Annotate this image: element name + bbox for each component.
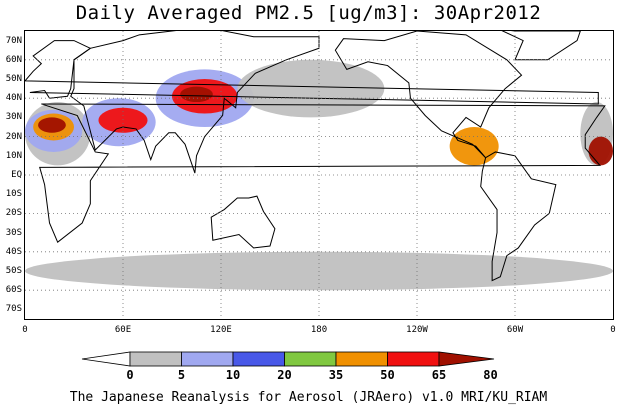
map-gridlines <box>25 31 613 319</box>
lon-tick-label: 120W <box>406 325 428 335</box>
lat-tick-label: 50N <box>5 74 22 84</box>
lon-tick-label: 180 <box>310 325 328 335</box>
coastline-south-america <box>480 151 557 282</box>
coastline-asia <box>70 31 320 174</box>
chart-title: Daily Averaged PM2.5 [ug/m3]: 30Apr2012 <box>75 2 542 24</box>
pm25-region-asia-peak <box>180 86 213 103</box>
legend-level-label: 50 <box>380 368 395 382</box>
lat-tick-label: 20S <box>5 208 22 219</box>
legend-swatch <box>387 351 440 367</box>
legend-level-label: 10 <box>225 368 241 382</box>
legend-arrow-high <box>438 351 495 367</box>
lon-tick-label: 120E <box>210 325 232 335</box>
lon-tick-label: 60W <box>506 325 524 335</box>
legend-swatch <box>284 351 337 367</box>
legend-level-label: 20 <box>277 368 292 382</box>
lat-tick-label: 10S <box>5 189 22 200</box>
coastline-greenland <box>501 31 581 61</box>
lat-tick-label: 30S <box>5 227 22 238</box>
lat-tick-label: EQ <box>11 170 22 180</box>
lat-tick-label: 60N <box>5 54 22 65</box>
legend-swatch <box>335 351 388 367</box>
lat-tick-label: 10N <box>5 150 22 161</box>
coastline-north-america <box>334 31 523 159</box>
map-canvas <box>25 31 613 319</box>
lat-tick-label: 40N <box>5 93 22 104</box>
legend-swatch <box>232 351 285 367</box>
color-legend <box>81 351 495 367</box>
lat-tick-label: 70S <box>5 304 22 315</box>
legend-arrow-low <box>81 351 131 367</box>
coastline-europe <box>25 40 599 105</box>
pm25-region-west-africa-coast <box>588 136 613 166</box>
legend-level-label: 0 <box>126 368 134 382</box>
lat-tick-label: 50S <box>5 266 22 276</box>
lat-tick-label: 40S <box>5 246 22 257</box>
lon-tick-label: 0 <box>610 325 616 335</box>
lat-tick-label: 30N <box>5 112 22 123</box>
pm25-region-sahara-peak <box>38 117 66 133</box>
pm25-region-pacific-plume <box>237 59 385 118</box>
legend-swatch <box>181 351 234 367</box>
lat-tick-label: 60S <box>5 285 22 296</box>
world-map <box>24 30 614 320</box>
coastline-africa <box>39 103 606 243</box>
coastline-australia <box>210 195 276 249</box>
lon-tick-label: 60E <box>114 325 132 335</box>
legend-level-label: 5 <box>177 368 186 382</box>
credit-line: The Japanese Reanalysis for Aerosol (JRA… <box>69 390 548 405</box>
lon-tick-label: 0 <box>22 325 28 335</box>
pm25-region-mideast-high <box>98 107 148 133</box>
lat-tick-label: 70N <box>5 35 22 46</box>
legend-swatch <box>129 351 182 367</box>
legend-level-label: 65 <box>431 368 447 382</box>
legend-level-label: 35 <box>328 368 344 382</box>
lat-tick-label: 20N <box>5 131 22 142</box>
legend-level-label: 80 <box>483 368 498 382</box>
